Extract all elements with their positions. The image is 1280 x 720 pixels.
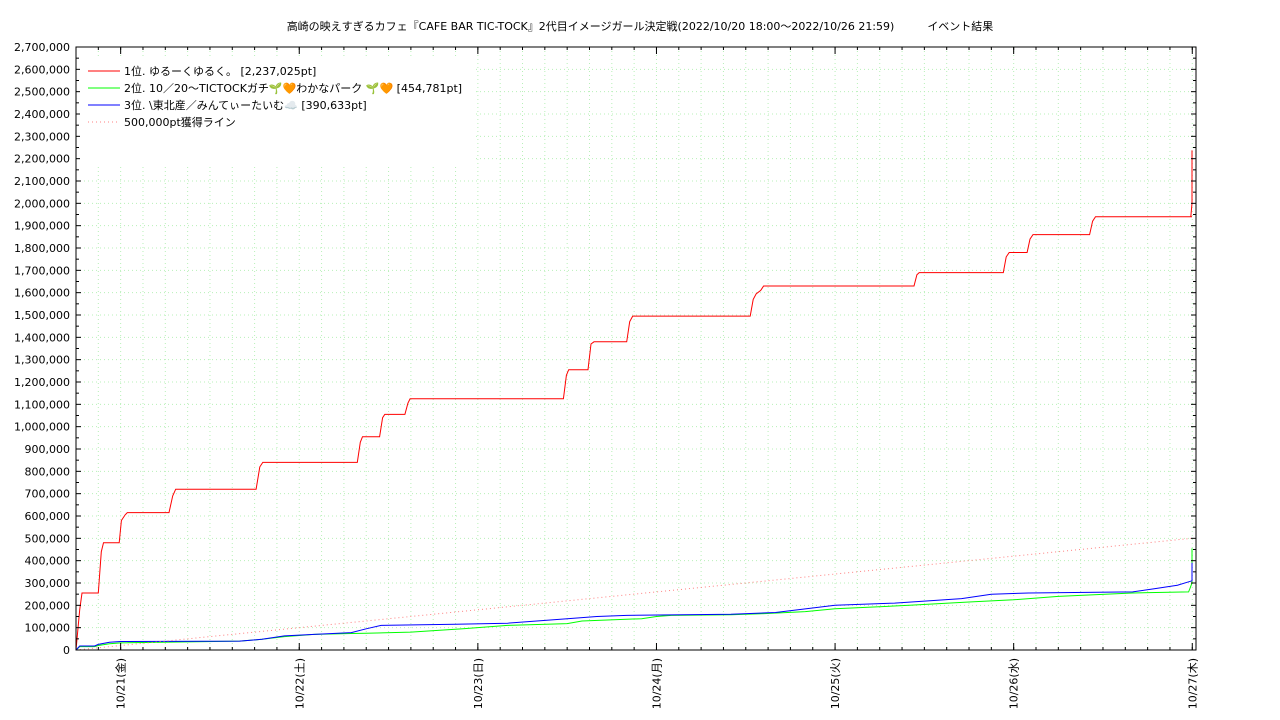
- chart-title-main: 高崎の映えすぎるカフェ『CAFE BAR TIC-TOCK』2代目イメージガール…: [286, 20, 895, 33]
- y-tick-label: 1,500,000: [14, 309, 70, 322]
- y-tick-label: 500,000: [25, 532, 71, 545]
- y-tick-label: 900,000: [25, 443, 71, 456]
- y-tick-label: 1,400,000: [14, 331, 70, 344]
- chart-axes: 0 100,000 200,000 300,000 400,000 500,000 600,…: [14, 41, 1199, 709]
- y-tick-label: 1,900,000: [14, 220, 70, 233]
- y-tick-label: 300,000: [25, 577, 71, 590]
- series-line-1: [75, 150, 1193, 651]
- legend-box: [80, 56, 475, 166]
- x-tick-label: 10/27(木): [1186, 658, 1199, 709]
- chart-title: 高崎の映えすぎるカフェ『CAFE BAR TIC-TOCK』2代目イメージガール…: [0, 18, 1280, 34]
- chart-legend: 1位. ゆるーくゆるく。 [2,237,025pt] 2位. 10／20～TICT…: [80, 56, 475, 166]
- y-tick-label: 200,000: [25, 599, 71, 612]
- legend-label-1: 1位. ゆるーくゆるく。 [2,237,025pt]: [124, 64, 316, 78]
- y-tick-label: 2,500,000: [14, 86, 70, 99]
- y-tick-label: 700,000: [25, 488, 71, 501]
- x-tick-label: 10/21(金): [114, 658, 128, 709]
- y-tick-label: 1,300,000: [14, 354, 70, 367]
- series-line-2: [75, 548, 1193, 651]
- y-tick-label: 100,000: [25, 622, 71, 635]
- chart-subtitle: イベント結果: [927, 20, 994, 33]
- legend-label-2: 2位. 10／20～TICTOCKガチ🌱🧡わかなパーク 🌱🧡 [454,781p…: [124, 81, 462, 95]
- legend-label-4: 500,000pt獲得ライン: [124, 116, 236, 129]
- x-tick-label: 10/26(水): [1008, 658, 1021, 709]
- series-line-4: [75, 537, 1193, 651]
- x-tick-label: 10/25(火): [829, 658, 842, 709]
- y-tick-label: 2,400,000: [14, 108, 70, 121]
- y-tick-label: 1,200,000: [14, 376, 70, 389]
- y-tick-label: 400,000: [25, 555, 71, 568]
- legend-label-3: 3位. \東北産／みんてぃーたいむ☁️ [390,633pt]: [124, 98, 367, 112]
- y-tick-label: 600,000: [25, 510, 71, 523]
- y-tick-label: 2,600,000: [14, 63, 70, 76]
- y-tick-label: 2,100,000: [14, 175, 70, 188]
- y-tick-label: 2,000,000: [14, 197, 70, 210]
- y-tick-label: 800,000: [25, 465, 71, 478]
- y-tick-label: 2,200,000: [14, 153, 70, 166]
- series-line-3: [75, 562, 1193, 651]
- y-tick-label: 1,000,000: [14, 421, 70, 434]
- x-tick-label: 10/23(日): [472, 658, 485, 709]
- x-tick-label: 10/22(土): [293, 658, 306, 709]
- y-tick-label: 1,800,000: [14, 242, 70, 255]
- y-tick-label: 2,700,000: [14, 41, 70, 54]
- chart-series-layer: [75, 150, 1193, 651]
- y-tick-label: 1,100,000: [14, 398, 70, 411]
- y-tick-label: 2,300,000: [14, 130, 70, 143]
- y-tick-label: 1,700,000: [14, 264, 70, 277]
- y-tick-label: 1,600,000: [14, 287, 70, 300]
- x-tick-label: 10/24(月): [650, 658, 663, 709]
- y-tick-label: 0: [63, 644, 70, 657]
